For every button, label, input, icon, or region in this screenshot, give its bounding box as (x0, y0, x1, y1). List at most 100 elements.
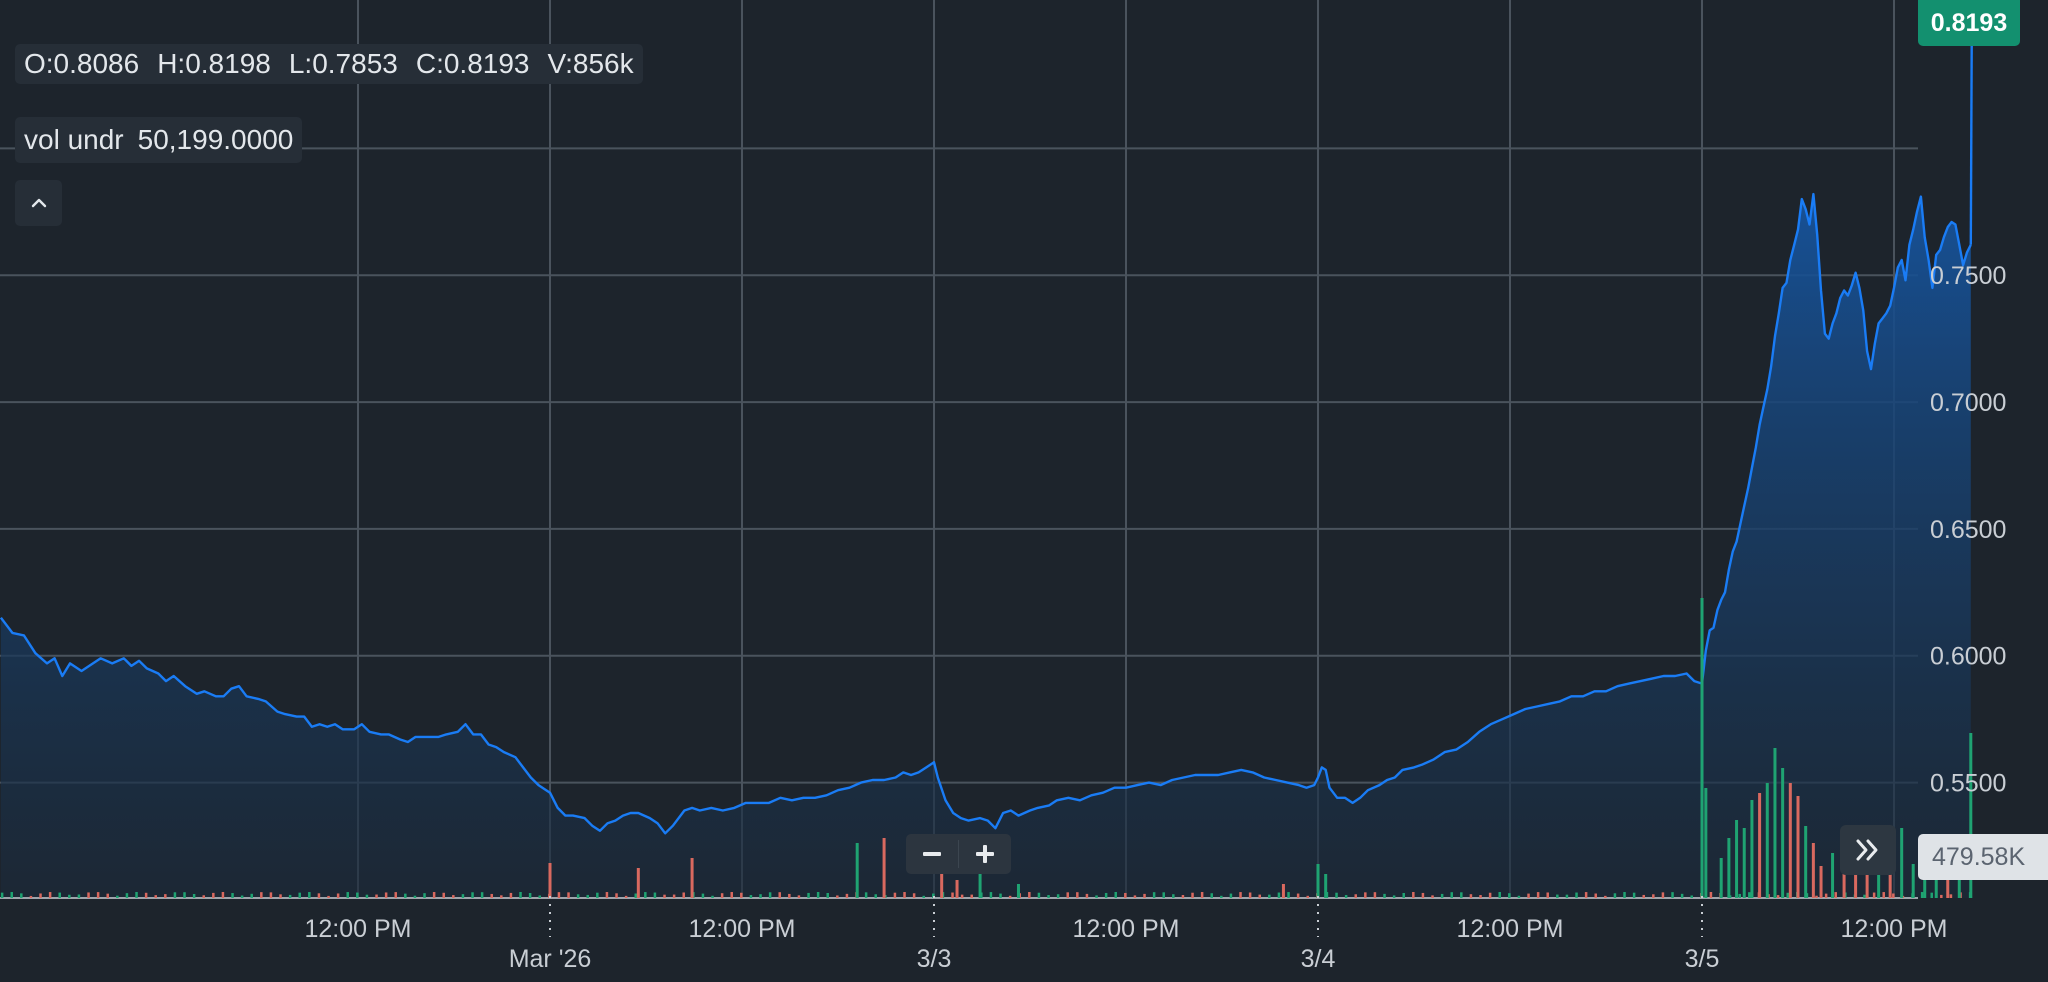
volume-bar (903, 892, 906, 898)
last-price-tag: 0.8193 (1918, 0, 2020, 46)
y-tick-label: 0.7500 (1930, 262, 2006, 290)
volume-bar (480, 892, 484, 898)
volume-bar (999, 893, 1002, 898)
volume-bar (1957, 878, 1961, 898)
volume-bar (788, 893, 791, 898)
volume-bar (1556, 894, 1559, 898)
volume-bar (269, 892, 273, 898)
open-value: O:0.8086 (24, 48, 140, 79)
volume-bar (1268, 894, 1271, 898)
volume-bar (1888, 866, 1892, 898)
volume-bar (1934, 868, 1938, 898)
volume-bar (528, 893, 532, 898)
volume-bar (1565, 894, 1569, 898)
volume-bar (327, 895, 330, 898)
price-line-tail (1969, 23, 1974, 245)
volume-bar (1287, 892, 1290, 898)
volume-bar (1047, 895, 1050, 898)
volume-bar (1085, 893, 1089, 898)
volume-bar (1210, 893, 1213, 898)
volume-bar (1143, 893, 1146, 898)
volume-bar (978, 874, 982, 898)
volume-bar (882, 838, 886, 898)
scroll-to-realtime-button[interactable] (1840, 825, 1896, 875)
volume-bar (317, 893, 321, 898)
volume-bar (932, 893, 935, 898)
volume-bar (1727, 838, 1731, 898)
volume-bar (384, 892, 388, 898)
volume-bar (1104, 892, 1108, 898)
volume-bar (519, 892, 522, 898)
volume-bar (1344, 894, 1348, 898)
volume-value: V:856k (547, 48, 634, 79)
volume-bar (1604, 895, 1607, 898)
volume-bar (423, 893, 426, 898)
volume-bar (1750, 800, 1754, 898)
volume-bar (836, 895, 839, 898)
volume-bar (1594, 893, 1597, 898)
volume-bar (58, 892, 61, 898)
volume-bar (940, 868, 944, 898)
zoom-controls (906, 834, 1011, 874)
volume-bar (1735, 820, 1739, 898)
volume-bar (87, 892, 90, 898)
volume-bar (538, 895, 541, 898)
volume-bar (1364, 892, 1367, 898)
volume-bar (1066, 892, 1069, 898)
volume-bar (356, 892, 359, 898)
volume-bar (1008, 895, 1012, 898)
minus-icon (923, 852, 941, 856)
volume-bar (1229, 893, 1233, 898)
volume-bar (1709, 892, 1713, 898)
zoom-in-button[interactable] (959, 834, 1011, 874)
volume-bar (192, 893, 196, 898)
volume-bar (365, 894, 369, 898)
volume-bar (106, 893, 109, 898)
volume-bar (1863, 894, 1866, 898)
collapse-legend-button[interactable] (15, 180, 62, 226)
volume-bar (336, 893, 340, 898)
volume-bar (690, 858, 694, 898)
volume-bar (202, 895, 205, 898)
volume-bar (1191, 892, 1194, 898)
volume-bar (1613, 893, 1617, 898)
volume-bar (1508, 893, 1511, 898)
volume-bar (490, 893, 493, 898)
volume-bar (77, 894, 81, 898)
volume-bar (1969, 733, 1973, 898)
volume-bar (1324, 874, 1328, 898)
zoom-out-button[interactable] (906, 834, 958, 874)
volume-bar (135, 892, 138, 898)
volume-bar (1680, 893, 1684, 898)
volume-bar (1584, 892, 1588, 898)
x-tick-label: 12:00 PM (1456, 915, 1563, 943)
volume-bar (1642, 894, 1645, 898)
volume-bar (1811, 843, 1815, 898)
volume-bar (720, 893, 724, 898)
chevron-up-icon (31, 198, 46, 208)
volume-bar (212, 892, 215, 898)
volume-bar (346, 892, 349, 898)
volume-bar (682, 892, 685, 898)
volume-bar (672, 894, 676, 898)
volume-bar (636, 868, 640, 898)
volume-bar (1281, 884, 1285, 898)
volume-bar (1133, 895, 1137, 898)
volume-bar (797, 895, 801, 898)
volume-bar (1306, 895, 1309, 898)
volume-bar (1488, 892, 1492, 898)
volume-bar (1016, 884, 1020, 898)
volume-bar (68, 894, 71, 898)
volume-bar (548, 863, 552, 898)
volume-bar (1842, 874, 1846, 898)
volume-bar (1765, 783, 1769, 898)
volume-underlay-value: 50,199.0000 (137, 124, 294, 155)
volume-bar (778, 892, 781, 898)
volume-bar (624, 895, 628, 898)
volume-bar (260, 892, 263, 898)
volume-bar (125, 893, 129, 898)
volume-bar (605, 892, 609, 898)
volume-bar (1776, 895, 1780, 898)
volume-bar (1172, 894, 1175, 898)
